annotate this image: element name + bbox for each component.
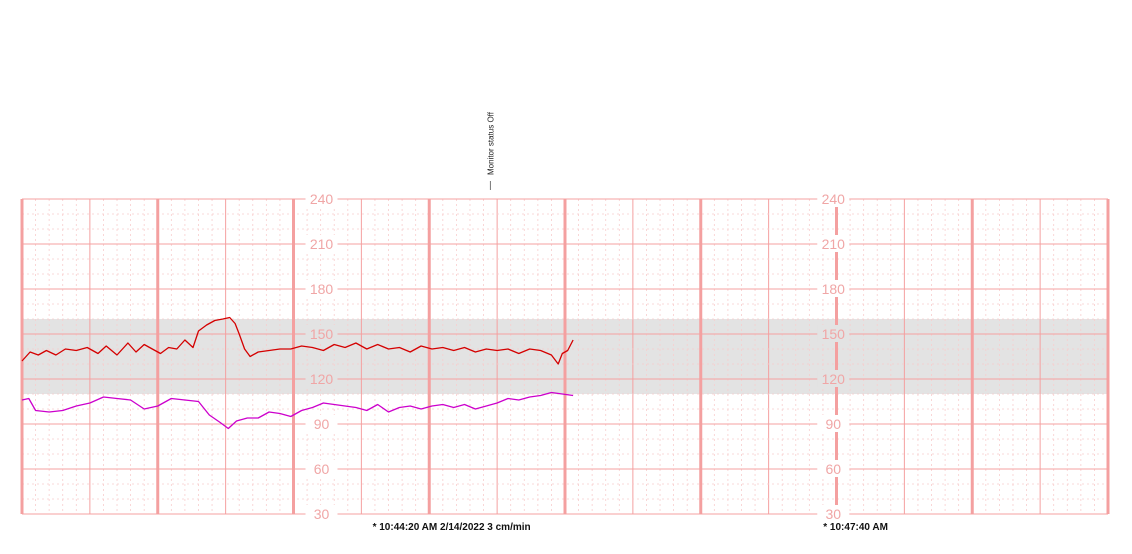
y-tick-label-bg: [305, 370, 338, 387]
y-tick-label: 180: [310, 281, 334, 297]
y-tick-label: 60: [314, 461, 330, 477]
y-tick-label-bg: [305, 190, 338, 207]
y-tick-label-bg: [817, 280, 850, 297]
y-tick-label: 30: [314, 506, 330, 522]
series-lines: [21, 316, 574, 430]
y-tick-label-bg: [817, 325, 850, 342]
y-tick-label-bg: [817, 505, 850, 522]
y-tick-label: 240: [822, 191, 846, 207]
y-tick-label-bg: [817, 415, 850, 432]
y-tick-label-bg: [817, 235, 850, 252]
y-tick-label: 30: [825, 506, 841, 522]
y-tick-label: 210: [310, 236, 334, 252]
y-tick-labels: 240 210 180 150 120 90 60 30 240 210 180 150 120 90 60…: [305, 190, 850, 522]
y-tick-label-bg: [305, 505, 338, 522]
series-line-2: [21, 391, 574, 430]
y-tick-label-bg: [305, 235, 338, 252]
y-tick-label-bg: [305, 325, 338, 342]
y-tick-label-bg: [817, 370, 850, 387]
series-line-1: [21, 316, 574, 365]
y-tick-label: 120: [822, 371, 846, 387]
y-tick-label: 240: [310, 191, 334, 207]
y-tick-label-bg: [305, 460, 338, 477]
y-tick-label: 210: [822, 236, 846, 252]
y-tick-label: 90: [314, 416, 330, 432]
y-tick-label-bg: [817, 190, 850, 207]
time-mark-label: * 10:47:40 AM: [823, 522, 888, 533]
y-tick-label: 150: [310, 326, 334, 342]
y-tick-label: 120: [310, 371, 334, 387]
y-tick-label-bg: [817, 460, 850, 477]
y-tick-label: 60: [825, 461, 841, 477]
grid: [20, 198, 1110, 515]
y-tick-label-bg: [305, 415, 338, 432]
time-mark-label: * 10:44:20 AM 2/14/2022 3 cm/min: [373, 522, 531, 533]
annotations: Monitor status Off: [486, 111, 495, 190]
y-tick-label-bg: [305, 280, 338, 297]
y-tick-label: 90: [825, 416, 841, 432]
time-marks: * 10:44:20 AM 2/14/2022 3 cm/min * 10:47:…: [373, 522, 888, 533]
y-tick-label: 150: [822, 326, 846, 342]
y-tick-label: 180: [822, 281, 846, 297]
annotation-label: Monitor status Off: [486, 111, 495, 175]
